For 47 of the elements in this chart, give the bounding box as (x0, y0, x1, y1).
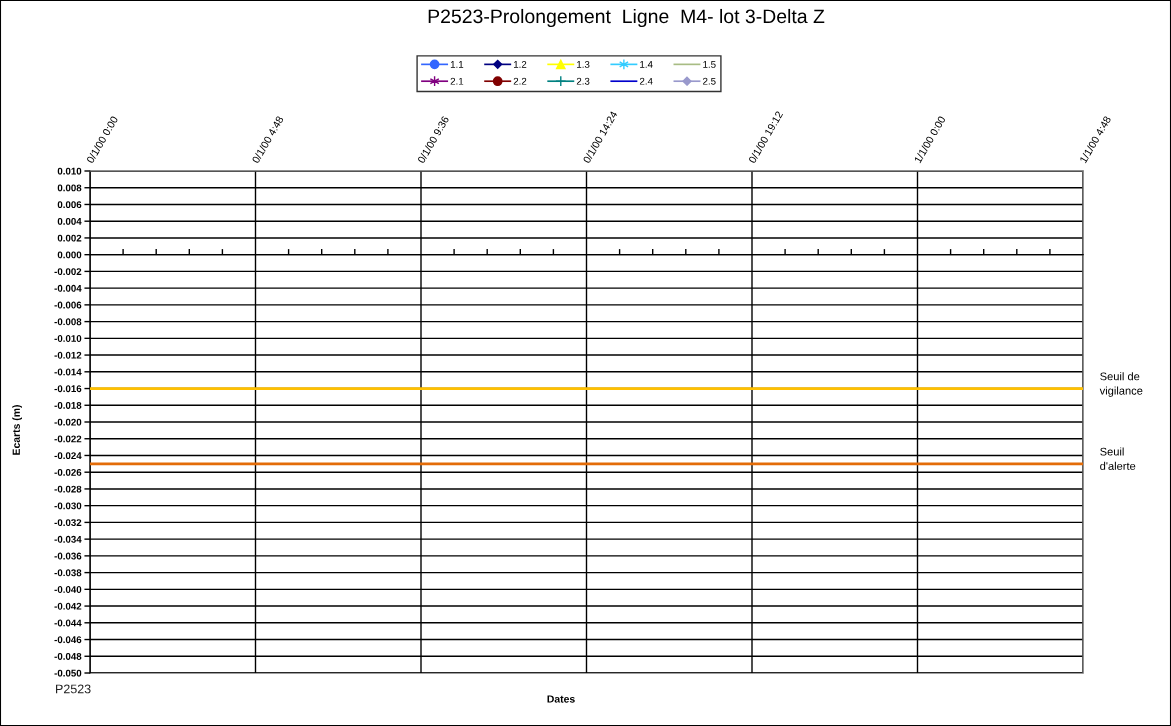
y-tick-label: -0.014 (54, 368, 82, 376)
y-tick-label: -0.004 (54, 284, 82, 292)
legend-label: 2.1 (450, 77, 464, 85)
legend-label: 1.5 (703, 61, 716, 68)
y-tick-label: -0.002 (54, 268, 82, 276)
legend-label: 1.2 (513, 60, 527, 68)
y-tick-label: -0.026 (54, 468, 82, 476)
legend-label: 1.1 (450, 61, 464, 68)
legend-label: 2.5 (703, 77, 716, 85)
y-tick-label: 0.002 (57, 234, 82, 242)
y-tick-label: -0.042 (54, 602, 82, 610)
y-tick-label: -0.028 (54, 485, 82, 493)
y-tick-label: -0.022 (54, 435, 82, 443)
y-tick-label: -0.036 (54, 552, 82, 560)
y-tick-label: 0.000 (57, 251, 82, 259)
y-tick-label: 0.004 (57, 217, 82, 225)
text: P2523 (56, 684, 91, 694)
y-tick-label: -0.050 (54, 669, 82, 677)
ref-line-label: Seuil d'alerte (1100, 447, 1136, 470)
y-tick-label: 0.008 (57, 184, 82, 192)
y-tick-label: -0.032 (54, 519, 82, 527)
legend-label: 2.3 (576, 77, 590, 85)
ref-line-label: Seuil de vigilance (1099, 372, 1143, 397)
y-tick-label: -0.018 (54, 402, 82, 409)
legend-label: 1.4 (640, 61, 653, 68)
y-tick-label: -0.020 (54, 418, 82, 426)
y-tick-label: -0.040 (54, 586, 82, 593)
y-tick-label: -0.034 (54, 535, 82, 543)
legend-label: 1.3 (577, 60, 590, 68)
y-tick-label: -0.046 (54, 636, 82, 644)
y-tick-label: -0.016 (54, 385, 82, 393)
legend-label: 2.2 (513, 77, 527, 85)
y-tick-label: 0.010 (57, 167, 82, 175)
y-tick-label: -0.030 (54, 502, 82, 510)
y-tick-label: -0.038 (54, 569, 82, 577)
y-tick-label: -0.048 (54, 653, 82, 660)
y-tick-label: -0.044 (54, 619, 82, 627)
y-tick-label: 0.006 (57, 201, 82, 209)
legend-label: 2.4 (639, 77, 653, 85)
y-tick-label: -0.010 (54, 335, 82, 342)
y-tick-label: -0.006 (54, 301, 82, 309)
y-tick-label: -0.008 (54, 318, 82, 326)
y-tick-label: -0.012 (54, 351, 82, 359)
x-axis-title: Dates (547, 695, 575, 703)
y-tick-label: -0.024 (54, 452, 82, 460)
chart-title: P2523-Prolongement Ligne M4- lot 3-Delta Z (428, 8, 825, 28)
y-axis-title: Ecarts (m) (12, 405, 22, 455)
